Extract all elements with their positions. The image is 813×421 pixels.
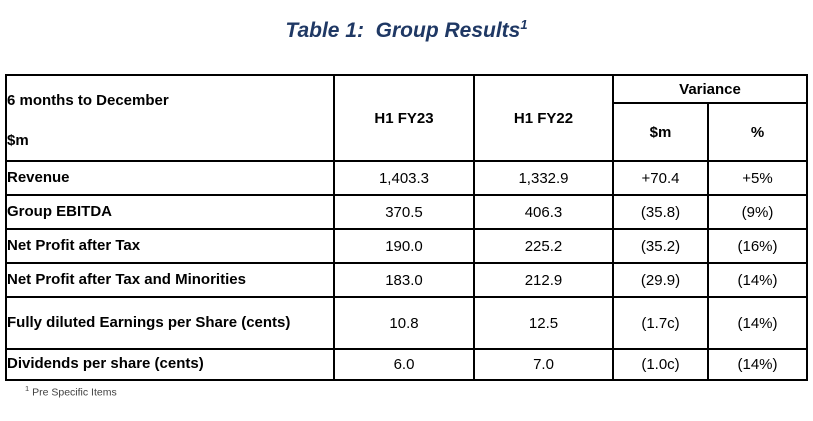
header-variance-m: $m: [612, 102, 709, 163]
cell-fy22: 12.5: [473, 296, 614, 351]
table-row-net-profit-after-tax: Net Profit after Tax 190.0 225.2 (35.2) …: [5, 228, 808, 265]
cell-variance-m: (35.2): [612, 228, 709, 265]
header-variance-group: Variance: [612, 74, 808, 105]
cell-variance-pct: +5%: [707, 160, 808, 197]
header-unit-label: $m: [7, 132, 29, 150]
cell-variance-m: (29.9): [612, 262, 709, 299]
cell-fy22: 212.9: [473, 262, 614, 299]
footnote-ref: 1: [25, 384, 30, 394]
row-label: Dividends per share (cents): [5, 348, 335, 382]
group-results-table: 6 months to December $m H1 FY23 H1 FY22 …: [5, 74, 808, 382]
table-row-group-ebitda: Group EBITDA 370.5 406.3 (35.8) (9%): [5, 194, 808, 231]
header-period-label: 6 months to December: [7, 92, 169, 110]
cell-variance-m: (1.7c): [612, 296, 709, 351]
table-row-revenue: Revenue 1,403.3 1,332.9 +70.4 +5%: [5, 160, 808, 197]
row-label: Group EBITDA: [5, 194, 335, 231]
cell-variance-pct: (14%): [707, 348, 808, 382]
cell-variance-m: +70.4: [612, 160, 709, 197]
cell-fy23: 183.0: [333, 262, 475, 299]
cell-fy23: 1,403.3: [333, 160, 475, 197]
cell-variance-pct: (14%): [707, 262, 808, 299]
page-title: Table 1: Group Results1: [0, 0, 813, 43]
cell-fy23: 190.0: [333, 228, 475, 265]
row-label: Net Profit after Tax: [5, 228, 335, 265]
table-row-dividends-per-share: Dividends per share (cents) 6.0 7.0 (1.0…: [5, 348, 808, 382]
cell-variance-m: (35.8): [612, 194, 709, 231]
footnote-text: Pre Specific Items: [32, 386, 117, 399]
cell-fy22: 1,332.9: [473, 160, 614, 197]
cell-fy23: 10.8: [333, 296, 475, 351]
cell-fy22: 406.3: [473, 194, 614, 231]
row-label: Fully diluted Earnings per Share (cents): [5, 296, 335, 351]
cell-variance-pct: (16%): [707, 228, 808, 265]
page-title-text: Table 1: Group Results: [285, 19, 521, 42]
row-label: Net Profit after Tax and Minorities: [5, 262, 335, 299]
title-footnote-ref: 1: [520, 17, 528, 32]
cell-fy22: 7.0: [473, 348, 614, 382]
cell-fy22: 225.2: [473, 228, 614, 265]
header-period-cell: 6 months to December $m: [5, 74, 335, 163]
header-row-top: 6 months to December $m H1 FY23 H1 FY22 …: [5, 74, 808, 163]
header-row-bottom: $m %: [6, 102, 808, 163]
row-label: Revenue: [5, 160, 335, 197]
table-row-net-profit-after-tax-and-minorities: Net Profit after Tax and Minorities 183.…: [5, 262, 808, 299]
cell-fy23: 6.0: [333, 348, 475, 382]
header-col-h1fy22: H1 FY22: [473, 74, 614, 163]
cell-fy23: 370.5: [333, 194, 475, 231]
table-row-fully-diluted-eps: Fully diluted Earnings per Share (cents)…: [5, 296, 808, 351]
header-variance-pct: %: [707, 102, 808, 163]
cell-variance-pct: (14%): [707, 296, 808, 351]
cell-variance-m: (1.0c): [612, 348, 709, 382]
footnote: 1 Pre Specific Items: [25, 384, 813, 399]
cell-variance-pct: (9%): [707, 194, 808, 231]
header-col-h1fy23: H1 FY23: [333, 74, 475, 163]
